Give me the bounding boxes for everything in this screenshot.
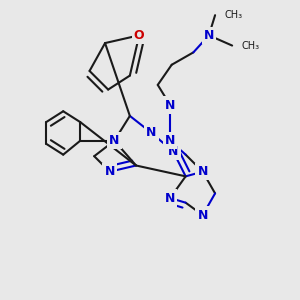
Text: CH₃: CH₃ [224, 10, 242, 20]
Text: CH₃: CH₃ [242, 40, 260, 50]
Text: N: N [109, 134, 119, 147]
Text: N: N [165, 99, 175, 112]
Text: N: N [197, 208, 208, 222]
Text: N: N [165, 191, 175, 205]
Text: H: H [167, 136, 176, 146]
Text: O: O [134, 29, 145, 42]
Text: N: N [104, 165, 115, 178]
Text: N: N [165, 134, 175, 147]
Text: N: N [168, 145, 178, 158]
Text: N: N [204, 29, 214, 42]
Text: N: N [197, 165, 208, 178]
Text: N: N [146, 127, 157, 140]
